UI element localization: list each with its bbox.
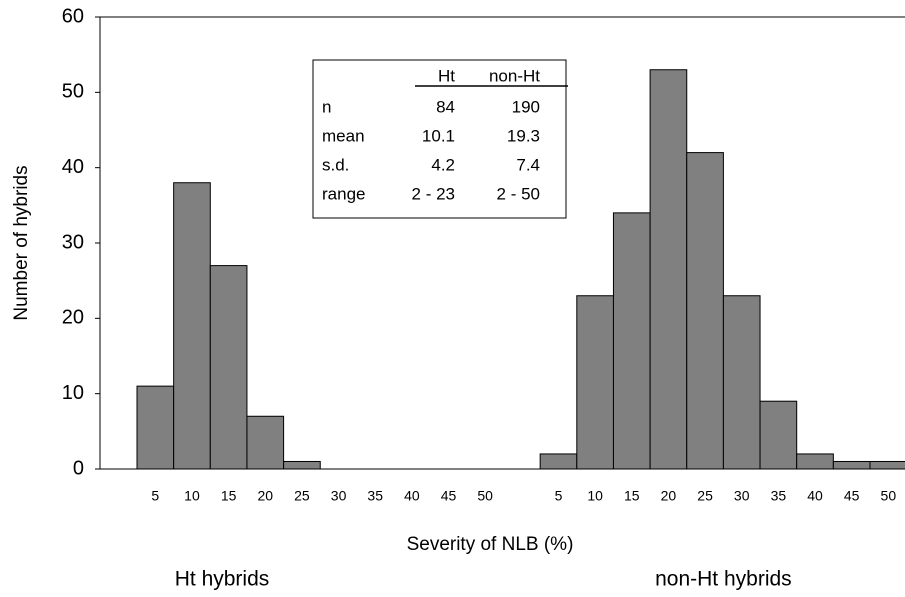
y-tick-label: 20 xyxy=(62,307,84,329)
bar xyxy=(209,265,248,470)
x-tick-label: 30 xyxy=(734,488,750,504)
x-tick-label: 25 xyxy=(697,488,713,504)
bar xyxy=(173,182,211,470)
row-label: s.d. xyxy=(322,155,349,174)
x-tick-label: 10 xyxy=(184,488,200,504)
table-cell: 4.2 xyxy=(431,155,455,174)
x-tick-label: 25 xyxy=(294,488,310,504)
x-tick-label: 35 xyxy=(367,488,383,504)
x-axis-label: Severity of NLB (%) xyxy=(407,534,574,555)
x-tick-label: 5 xyxy=(555,488,563,504)
bar xyxy=(283,460,321,470)
table-header: non-Ht xyxy=(489,66,540,85)
table-cell: 2 - 23 xyxy=(412,184,455,203)
table-cell: 10.1 xyxy=(422,126,455,145)
x-tick-label: 45 xyxy=(441,488,457,504)
y-tick-label: 50 xyxy=(62,81,84,103)
bar xyxy=(832,460,871,470)
bar xyxy=(576,295,614,470)
bar xyxy=(136,385,175,470)
x-tick-label: 50 xyxy=(881,488,897,504)
x-tick-label: 20 xyxy=(257,488,273,504)
x-tick-label: 50 xyxy=(477,488,493,504)
x-tick-label: 10 xyxy=(587,488,603,504)
table-cell: 190 xyxy=(512,97,540,116)
y-tick-label: 10 xyxy=(62,382,84,404)
row-label: range xyxy=(322,184,365,203)
row-label: n xyxy=(322,97,331,116)
y-axis-label: Number of hybrids xyxy=(11,165,32,320)
bar xyxy=(246,415,285,470)
x-tick-label: 40 xyxy=(807,488,823,504)
x-tick-label: 40 xyxy=(404,488,420,504)
group-label: non-Ht hybrids xyxy=(655,568,792,591)
x-tick-label: 15 xyxy=(624,488,640,504)
row-label: mean xyxy=(322,126,365,145)
y-tick-label: 60 xyxy=(62,5,84,27)
bar xyxy=(686,152,724,470)
bar xyxy=(649,69,688,470)
y-tick-label: 40 xyxy=(62,156,84,178)
table-cell: 7.4 xyxy=(516,155,540,174)
bar xyxy=(612,212,651,470)
x-tick-label: 35 xyxy=(771,488,787,504)
table-header: Ht xyxy=(438,66,455,85)
table-cell: 19.3 xyxy=(507,126,540,145)
x-tick-label: 5 xyxy=(151,488,159,504)
table-cell: 2 - 50 xyxy=(497,184,540,203)
x-tick-label: 20 xyxy=(661,488,677,504)
x-tick-label: 30 xyxy=(331,488,347,504)
bar xyxy=(722,295,761,470)
y-tick-label: 30 xyxy=(62,231,84,253)
bar xyxy=(759,400,798,470)
bar xyxy=(796,453,834,470)
group-label: Ht hybrids xyxy=(175,568,270,591)
table-cell: 84 xyxy=(436,97,455,116)
x-tick-label: 15 xyxy=(221,488,237,504)
bar xyxy=(869,460,905,470)
x-tick-label: 45 xyxy=(844,488,860,504)
y-tick-label: 0 xyxy=(73,457,84,479)
bar xyxy=(539,453,578,470)
